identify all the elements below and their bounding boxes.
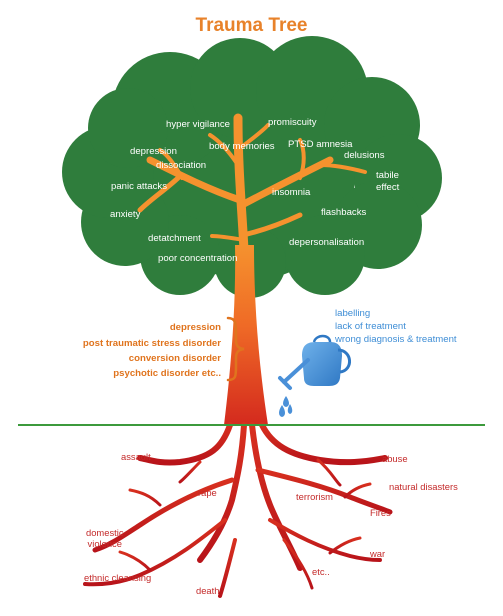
page-title: Trauma Tree — [195, 15, 308, 36]
canopy-label-detatchment: detatchment — [148, 233, 201, 244]
root-label-etc: etc.. — [312, 566, 330, 577]
root-label-war: war — [370, 548, 386, 559]
root-label-fires: Fires — [370, 507, 391, 518]
root-label-domestic-violence: domestic violence — [86, 527, 124, 550]
disorder-label-conversion: conversion disorder — [128, 353, 221, 364]
canopy-label-ptsd-amnesia: PTSD amnesia — [288, 139, 353, 150]
canopy-label-tabile-effect: tabile effect — [376, 170, 400, 193]
root-label-death: death — [196, 585, 220, 596]
tree-roots — [83, 422, 393, 598]
canopy-label-depression: depression — [130, 146, 177, 157]
canopy-label-panic-attacks: panic attacks — [111, 181, 167, 192]
canopy-label-depersonalisation: depersonalisation — [289, 237, 365, 248]
canopy-label-hyper-vigilance: hyper vigilance — [166, 119, 230, 130]
canopy-label-flashbacks: flashbacks — [321, 207, 367, 218]
watering-can-icon — [278, 334, 351, 417]
canopy-label-promiscuity: promiscuity — [268, 117, 317, 128]
tree-branches — [137, 113, 367, 255]
disorder-label-psychotic: psychotic disorder etc.. — [113, 368, 221, 379]
root-label-ethnic-cleansing: ethnic cleansing — [84, 572, 152, 583]
curly-brace — [226, 316, 245, 382]
root-label-natural-disasters: natural disasters — [389, 481, 458, 492]
canopy-label-insomnia: insomnia — [272, 187, 311, 198]
canopy-label-body-memories: body memories — [209, 141, 275, 152]
canopy-label-dissociation: dissociation — [156, 160, 207, 171]
canopy-label-anxiety: anxiety — [110, 209, 141, 220]
root-label-assault: assault — [121, 451, 151, 462]
root-label-abuse: abuse — [382, 453, 408, 464]
disorder-label-ptsd: post traumatic stress disorder — [82, 338, 221, 349]
root-label-rape: rape — [198, 487, 217, 498]
root-label-terrorism: terrorism — [296, 491, 333, 502]
factor-label-labelling: labelling — [335, 308, 371, 319]
factor-label-wrong-diagnosis: wrong diagnosis & treatment — [335, 334, 457, 345]
disorder-label-depression: depression — [169, 322, 221, 333]
canopy-label-delusions: delusions — [344, 150, 385, 161]
tree-trunk — [224, 245, 268, 425]
factor-label-lack-of-treatment: lack of treatment — [335, 321, 406, 332]
canopy-label-poor-concentration: poor concentration — [158, 253, 238, 264]
